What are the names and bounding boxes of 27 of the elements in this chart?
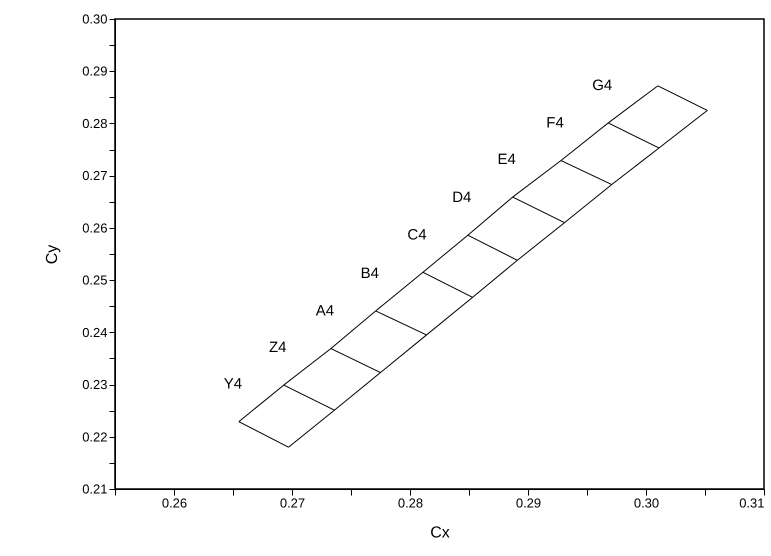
x-tick-label: 0.28 xyxy=(398,496,424,510)
y-tick-label: 0.25 xyxy=(82,272,108,288)
y-tick-label: 0.28 xyxy=(82,116,108,131)
annotation: E4 xyxy=(497,151,516,168)
annotation: C4 xyxy=(407,226,427,244)
y-tick-label: 0.22 xyxy=(82,429,108,444)
x-tick-label: 0.31 xyxy=(739,496,764,510)
x-tick-label: 0.27 xyxy=(280,496,306,510)
annotation: B4 xyxy=(360,264,379,282)
y-tick-label: 0.29 xyxy=(82,64,108,79)
annotation: Y4 xyxy=(224,376,242,393)
y-axis-title: Cy xyxy=(44,244,62,264)
y-tick-label: 0.30 xyxy=(82,12,108,26)
annotation: A4 xyxy=(316,302,334,320)
y-tick-label: 0.21 xyxy=(82,482,108,496)
y-tick-label: 0.23 xyxy=(82,377,108,392)
y-tick-label: 0.24 xyxy=(82,324,108,340)
x-tick-label: 0.26 xyxy=(162,496,188,510)
x-tick-label: 0.29 xyxy=(516,496,542,510)
y-tick-label: 0.26 xyxy=(82,220,108,236)
annotation: G4 xyxy=(592,76,612,94)
annotation: Z4 xyxy=(268,339,286,356)
x-axis-title: Cx xyxy=(430,524,450,542)
x-tick-label: 0.30 xyxy=(634,496,660,510)
annotation: F4 xyxy=(546,114,564,132)
y-tick-label: 0.27 xyxy=(82,168,108,184)
annotation: D4 xyxy=(452,189,472,206)
